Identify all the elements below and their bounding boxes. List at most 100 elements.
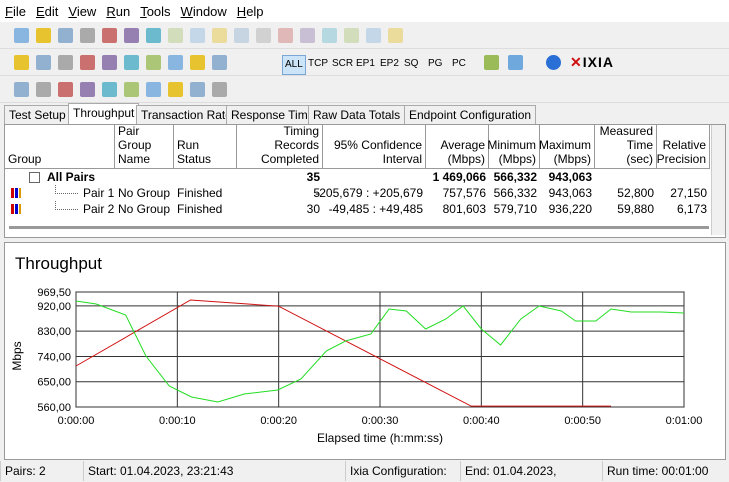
tab[interactable]: Raw Data Totals (308, 105, 406, 124)
toolbar-button[interactable]: PG (428, 58, 443, 69)
table-cell: 27,150 (670, 186, 707, 200)
toolbar-icon[interactable] (366, 28, 381, 43)
toolbar-icon[interactable] (146, 82, 161, 97)
table-cell: 801,603 (442, 202, 486, 216)
logo-x: ✕ (570, 54, 583, 70)
toolbar-icon[interactable] (146, 28, 161, 43)
menu-item[interactable]: Run (106, 4, 131, 19)
toolbar-icon[interactable] (36, 28, 51, 43)
toolbar-icon[interactable] (58, 55, 73, 70)
tree-line (55, 201, 78, 210)
toolbar-icon[interactable] (124, 82, 139, 97)
column-header[interactable]: Group (5, 125, 115, 169)
logo: ✕IXIA (570, 54, 614, 71)
table-cell: 30 (306, 202, 320, 216)
pair-icon (11, 188, 21, 198)
x-tick-label: 0:00:00 (58, 415, 95, 427)
table-cell: 943,063 (548, 186, 592, 200)
toolbar-icon[interactable] (168, 55, 183, 70)
toolbar-icon[interactable] (58, 82, 73, 97)
tab[interactable]: Test Setup (4, 105, 71, 124)
table-cell: 943,063 (548, 170, 592, 184)
toolbar-icon[interactable] (212, 55, 227, 70)
x-tick-label: 0:00:10 (159, 415, 196, 427)
table-cell: All Pairs (47, 170, 96, 184)
tab[interactable]: Transaction Rate (136, 105, 237, 124)
column-header[interactable]: Timing Records Completed (237, 124, 323, 169)
column-header[interactable]: Relative Precision (657, 125, 710, 169)
toolbar-icon[interactable] (322, 28, 337, 43)
menu-item[interactable]: View (68, 4, 97, 19)
toolbar-button[interactable]: EP2 (380, 58, 399, 69)
toolbar-icon[interactable] (212, 82, 227, 97)
toolbar-icon[interactable] (168, 28, 183, 43)
series-line (75, 299, 612, 407)
toolbar-icon[interactable] (124, 55, 139, 70)
toolbar-icon[interactable] (508, 55, 523, 70)
toolbar-button[interactable]: SCR (332, 58, 354, 69)
toolbar-button[interactable]: PC (452, 58, 466, 69)
tab[interactable]: Throughput (68, 103, 140, 125)
y-tick-label: 830,00 (37, 326, 71, 338)
toolbar-icon[interactable] (168, 82, 183, 97)
column-header[interactable]: 95% Confidence Interval (323, 125, 426, 169)
toolbar-icon[interactable] (300, 28, 315, 43)
menu-item[interactable]: File (5, 4, 26, 19)
menu-item[interactable]: Help (236, 4, 264, 19)
toolbar-icon[interactable] (14, 28, 29, 43)
toolbar-icon[interactable] (36, 82, 51, 97)
tab[interactable]: Endpoint Configuration (404, 105, 537, 124)
table-cell: 757,576 (442, 186, 486, 200)
toolbar-icon[interactable] (190, 55, 205, 70)
column-header[interactable]: Measured Time (sec) (595, 124, 657, 169)
toolbar-icon[interactable] (102, 28, 117, 43)
status-field: Ixia Configuration: (345, 461, 460, 481)
table-cell: Pair 2 (83, 202, 115, 216)
toolbar-icon[interactable] (124, 28, 139, 43)
toolbar-icon[interactable] (102, 55, 117, 70)
toolbar-button[interactable]: TCP (308, 58, 328, 69)
logo-text: IXIA (582, 54, 614, 70)
toolbar-icon[interactable] (234, 28, 249, 43)
toolbar-button[interactable]: EP1 (356, 58, 375, 69)
tab[interactable]: Response Time (226, 105, 320, 124)
column-header[interactable]: Average (Mbps) (426, 125, 489, 169)
toolbar-icon[interactable] (102, 82, 117, 97)
toolbar-icon[interactable] (344, 28, 359, 43)
chart: Throughput Elapsed time (h:mm:ss) Mbps 5… (10, 254, 702, 445)
toolbar-icon[interactable] (212, 28, 227, 43)
toolbar-icon[interactable] (14, 55, 29, 70)
toolbar-icon[interactable] (14, 82, 29, 97)
toolbar-button[interactable]: ALL (282, 55, 306, 75)
toolbar-icon[interactable] (190, 28, 205, 43)
toolbar-icon[interactable] (146, 55, 161, 70)
column-header[interactable]: Run Status (174, 125, 237, 169)
column-header[interactable]: Pair Group Name (115, 124, 174, 169)
column-header[interactable]: Maximum (Mbps) (539, 125, 595, 169)
toolbar-icon[interactable] (484, 55, 499, 70)
toolbar-button[interactable]: SQ (404, 58, 419, 69)
toolbar-icon[interactable] (256, 28, 271, 43)
h-scrollbar (9, 226, 709, 229)
collapse-icon[interactable] (29, 172, 40, 183)
table-cell: Finished (177, 186, 223, 200)
column-header[interactable]: Minimum (Mbps) (487, 125, 540, 169)
table-cell: -205,679 : +205,679 (315, 186, 423, 200)
toolbar-icon[interactable] (190, 82, 205, 97)
toolbar-icon[interactable] (388, 28, 403, 43)
table-cell: 579,710 (493, 202, 537, 216)
toolbar-icon[interactable] (278, 28, 293, 43)
toolbar-icon[interactable] (80, 55, 95, 70)
toolbar-icon[interactable] (80, 82, 95, 97)
toolbar-icon[interactable] (80, 28, 95, 43)
info-icon[interactable] (546, 55, 561, 70)
menu-item[interactable]: Tools (140, 4, 171, 19)
menu-item[interactable]: Edit (35, 4, 59, 19)
x-axis-label: Elapsed time (h:mm:ss) (317, 431, 443, 445)
toolbar-icon[interactable] (36, 55, 51, 70)
table-cell: -49,485 : +49,485 (328, 202, 423, 216)
menu-item[interactable]: Window (180, 4, 227, 19)
toolbar-icon[interactable] (58, 28, 73, 43)
results-table: Group Pair Group Name Run Status Timing Rec… (4, 124, 726, 238)
